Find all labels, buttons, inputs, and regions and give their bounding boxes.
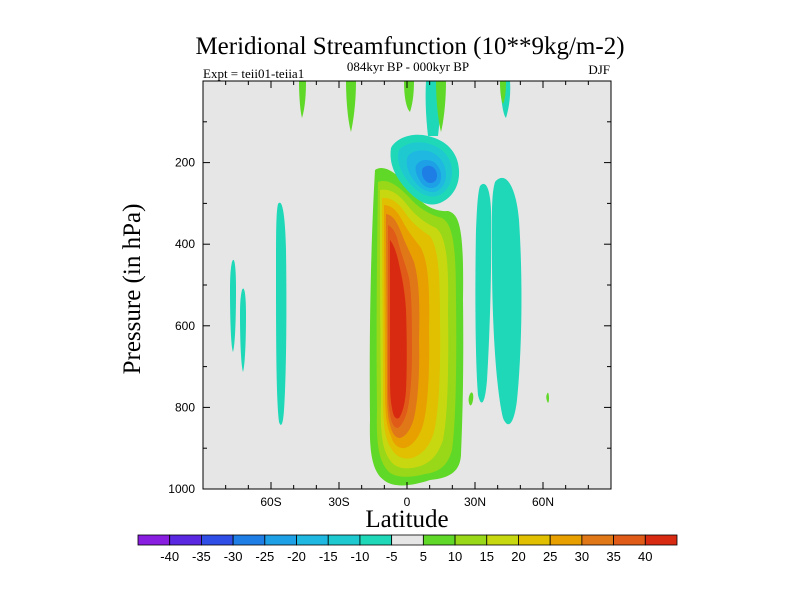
colorbar-label: 35: [606, 549, 620, 564]
contour-pos-top-d: [436, 81, 446, 132]
colorbar-label: -35: [192, 549, 211, 564]
colorbar-box: [454, 534, 488, 546]
colorbar-box: [549, 534, 583, 546]
y-axis: 200 400 600 800 1000: [168, 121, 611, 496]
chart-subtitle: 084kyr BP - 000kyr BP: [347, 59, 469, 74]
chart-title: Meridional Streamfunction (10**9kg/m-2): [195, 33, 624, 60]
contour-neg-south-strip-a: [230, 259, 236, 352]
y-axis-label: Pressure (in hPa): [119, 204, 146, 375]
colorbar-label: -20: [287, 549, 306, 564]
contour-neg-north-b: [491, 177, 522, 425]
contour-neg-upper-25: [422, 165, 438, 184]
colorbar-box: [644, 534, 678, 546]
x-axis: 60S 30S 0 30N 60N: [225, 81, 589, 509]
colorbar-label: 40: [638, 549, 652, 564]
colorbar-box: [391, 534, 424, 546]
x-tick-label: 30N: [464, 495, 486, 509]
y-tick-label: 400: [175, 237, 195, 251]
colorbar-box: [486, 534, 519, 546]
colorbar-box: [359, 534, 393, 546]
x-tick-label: 60S: [260, 495, 281, 509]
x-tick-label: 0: [404, 495, 411, 509]
colorbar-label: 25: [543, 549, 557, 564]
contour-pos-top-c: [404, 81, 414, 112]
contour-neg-south-band: [276, 202, 287, 425]
x-axis-label: Latitude: [365, 506, 448, 533]
colorbar-label: 30: [575, 549, 589, 564]
colorbar-box: [296, 534, 329, 546]
y-tick-label: 1000: [168, 482, 195, 496]
colorbar-label: 15: [480, 549, 494, 564]
season-label: DJF: [588, 62, 610, 77]
contour-field: [230, 81, 549, 486]
colorbar-label: -5: [386, 549, 398, 564]
y-tick-label: 200: [175, 156, 195, 170]
contour-neg-south-strip-b: [240, 288, 246, 372]
contour-pos-top-e: [500, 81, 506, 104]
colorbar-label: -40: [160, 549, 179, 564]
colorbar-box: [137, 534, 171, 546]
contour-pos-top-b: [346, 81, 356, 132]
colorbar-label: -15: [319, 549, 338, 564]
colorbar-box: [264, 534, 297, 546]
contour-pos-top-a: [299, 81, 306, 118]
contour-pos-40: [390, 240, 407, 419]
colorbar-box: [327, 534, 361, 546]
x-tick-label: 60N: [532, 495, 554, 509]
colorbar-label: -25: [255, 549, 274, 564]
colorbar-label: 10: [448, 549, 462, 564]
colorbar-box: [518, 534, 551, 546]
contour-neg-north-a: [475, 183, 492, 403]
contour-pos-dot-b: [546, 392, 549, 403]
colorbar-label: 20: [511, 549, 525, 564]
y-tick-label: 600: [175, 319, 195, 333]
colorbar-box: [232, 534, 266, 546]
y-tick-label: 800: [175, 400, 195, 414]
contour-pos-dot-a: [468, 392, 474, 406]
colorbar-label: 5: [420, 549, 427, 564]
colorbar-label: -10: [351, 549, 370, 564]
x-tick-label: 30S: [328, 495, 349, 509]
colorbar-box: [613, 534, 646, 546]
colorbar-box: [169, 534, 202, 546]
colorbar-box: [201, 534, 234, 546]
colorbar-box: [581, 534, 614, 546]
colorbar: -40 -35 -30 -25 -20 -15 -10 -5 5 10 15 20 25 30 35 40: [137, 534, 678, 564]
colorbar-box: [422, 534, 456, 546]
colorbar-label: -30: [224, 549, 243, 564]
experiment-label: Expt = teii01-teiia1: [203, 66, 304, 81]
